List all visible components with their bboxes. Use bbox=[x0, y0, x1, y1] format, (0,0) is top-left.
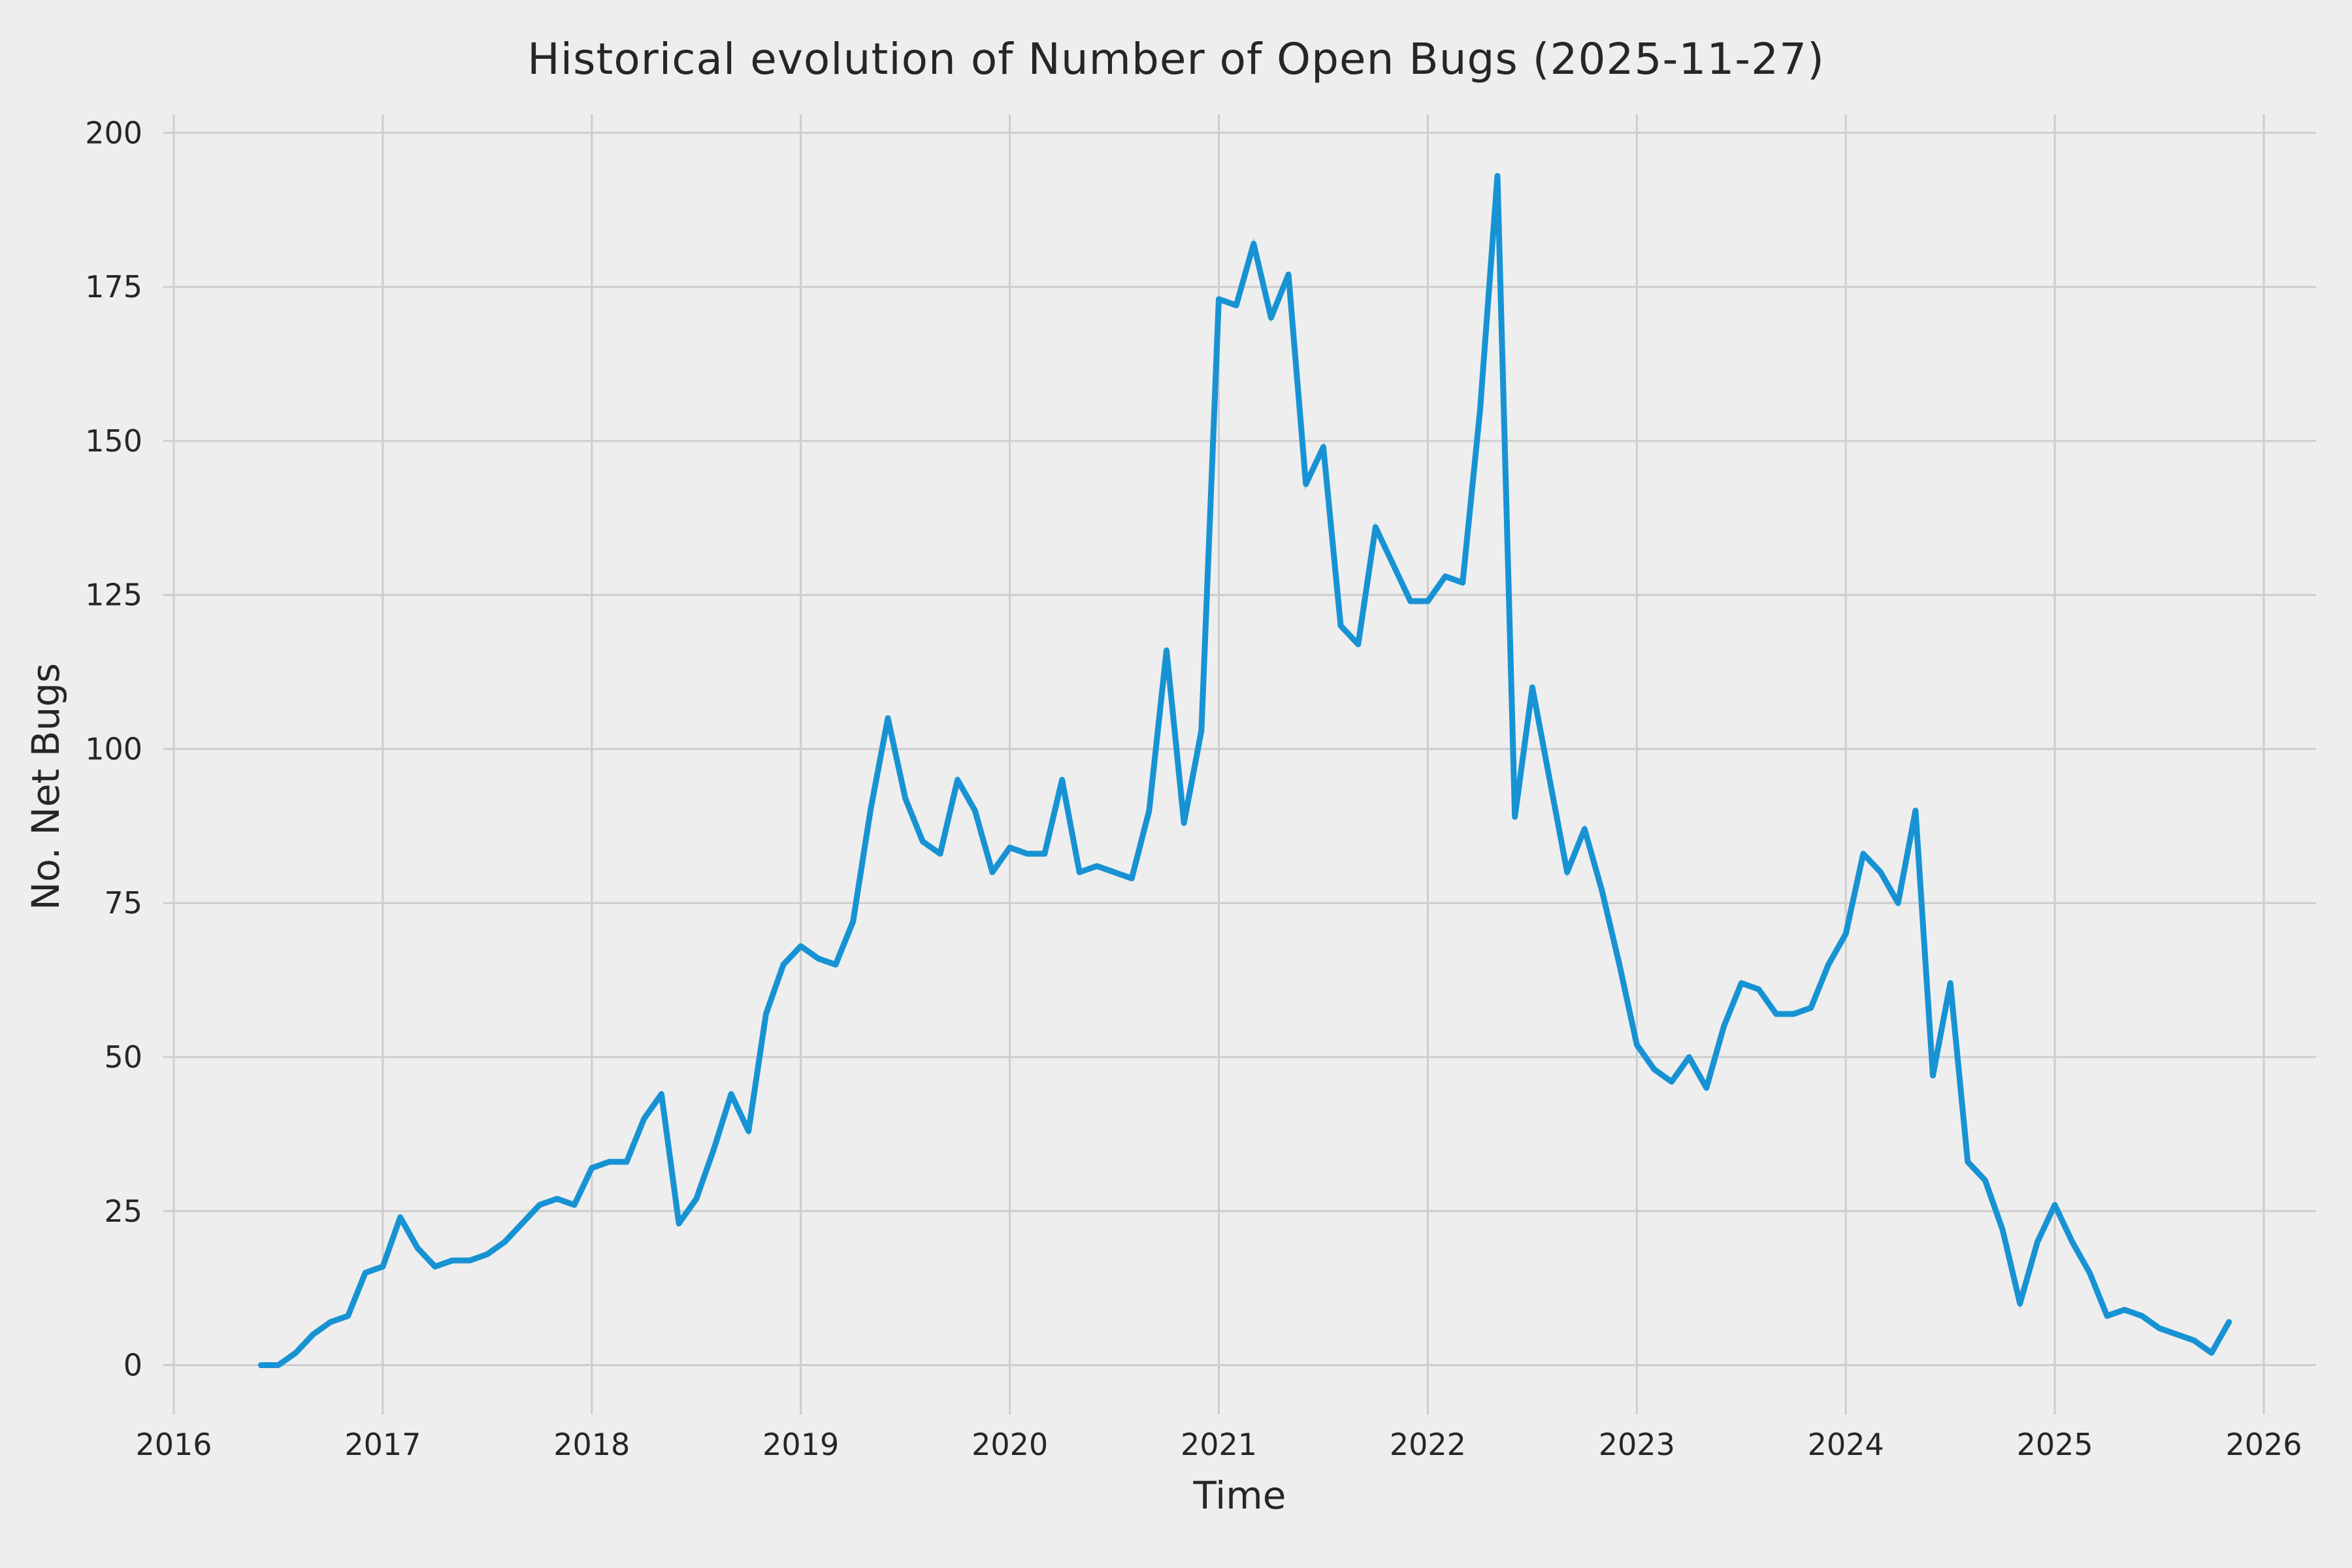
bugs-line-raw bbox=[261, 176, 2230, 1367]
x-tick-label: 2018 bbox=[553, 1427, 630, 1462]
y-tick-label: 50 bbox=[104, 1039, 142, 1075]
x-tick-label: 2017 bbox=[344, 1427, 421, 1462]
y-tick-label: 0 bbox=[123, 1348, 142, 1383]
chart-title: Historical evolution of Number of Open B… bbox=[527, 34, 1825, 84]
y-tick-label: 125 bbox=[85, 578, 142, 613]
x-axis-label: Time bbox=[1193, 1473, 1286, 1518]
x-tick-label: 2024 bbox=[1808, 1427, 1884, 1462]
x-tick-label: 2019 bbox=[762, 1427, 839, 1462]
bugs-line-series bbox=[257, 172, 2232, 1368]
y-tick-label: 100 bbox=[85, 731, 142, 766]
x-tick-label: 2023 bbox=[1599, 1427, 1675, 1462]
x-tick-label: 2016 bbox=[135, 1427, 212, 1462]
x-tick-label: 2025 bbox=[2017, 1427, 2093, 1462]
y-tick-label: 175 bbox=[85, 269, 142, 304]
x-tick-label: 2022 bbox=[1390, 1427, 1466, 1462]
x-tick-label: 2020 bbox=[972, 1427, 1048, 1462]
y-axis-label: No. Net Bugs bbox=[24, 662, 68, 911]
y-tick-label: 75 bbox=[104, 885, 142, 921]
y-tick-label: 200 bbox=[85, 115, 142, 150]
x-tick-label: 2026 bbox=[2225, 1427, 2302, 1462]
x-tick-label: 2021 bbox=[1181, 1427, 1257, 1462]
y-tick-label: 25 bbox=[104, 1194, 142, 1229]
y-tick-label: 150 bbox=[85, 423, 142, 459]
